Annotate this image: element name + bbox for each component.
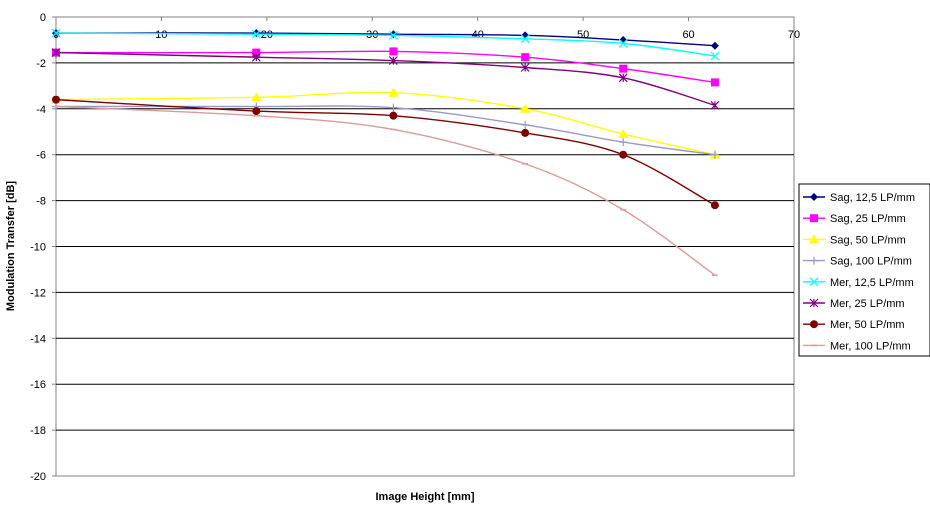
data-point-plus — [619, 138, 628, 147]
series-5 — [51, 48, 720, 110]
legend-label: Mer, 12,5 LP/mm — [830, 277, 914, 289]
y-tick-labels: 0 -2 -4 -6 -8 -10 -12 -14 -16 -18 -20 — [30, 12, 56, 483]
y-tick-label: -2 — [36, 58, 46, 70]
data-point-star — [251, 52, 261, 62]
data-point-square — [389, 47, 398, 56]
data-point-square — [810, 214, 818, 223]
legend-entry: Mer, 12,5 LP/mm — [803, 277, 914, 289]
data-point-triangle — [251, 92, 262, 102]
data-point-x — [710, 51, 720, 61]
y-tick-label: -14 — [30, 333, 46, 345]
x-tick-label: 10 — [155, 29, 167, 41]
data-point-triangle — [809, 234, 819, 244]
data-point-x — [809, 277, 819, 287]
y-tick-label: -20 — [30, 471, 46, 483]
legend-label: Sag, 25 LP/mm — [830, 213, 906, 225]
data-point-square — [710, 78, 719, 87]
series-6 — [52, 95, 719, 210]
series-4 — [51, 28, 720, 61]
data-point-star — [618, 73, 628, 83]
data-point-square — [252, 48, 261, 57]
series-line — [55, 105, 716, 276]
data-point-plus — [389, 103, 398, 112]
y-tick-label: -8 — [36, 196, 46, 208]
data-point-diamond — [710, 41, 719, 50]
data-point-plus — [810, 256, 818, 265]
legend-box — [798, 183, 930, 357]
data-point-circle — [619, 150, 628, 159]
series-7 — [53, 105, 718, 276]
y-tick-label: 0 — [40, 12, 46, 24]
legend-entry: Mer, 50 LP/mm — [803, 319, 905, 331]
data-point-star — [809, 298, 819, 308]
data-point-diamond — [810, 193, 818, 201]
data-point-circle — [810, 320, 818, 329]
data-point-x — [618, 38, 628, 48]
series-3 — [52, 102, 719, 159]
data-point-x — [388, 30, 398, 40]
y-tick-label: -6 — [36, 150, 46, 162]
legend-entry: Sag, 100 LP/mm — [803, 256, 912, 268]
data-point-x — [251, 29, 261, 39]
x-tick-labels: 010203040506070 — [53, 17, 800, 41]
data-point-star — [51, 48, 61, 57]
data-point-triangle — [388, 87, 399, 97]
legend-entry: Sag, 25 LP/mm — [803, 213, 906, 225]
legend-entry: Sag, 50 LP/mm — [803, 234, 906, 246]
y-tick-label: -18 — [30, 425, 46, 437]
data-point-circle — [389, 111, 398, 120]
y-tick-label: -4 — [36, 104, 46, 116]
legend-label: Sag, 12,5 LP/mm — [830, 192, 915, 204]
x-tick-label: 70 — [788, 29, 800, 41]
legend-label: Mer, 50 LP/mm — [830, 319, 905, 331]
grid-lines — [56, 62, 794, 431]
data-point-star — [520, 63, 530, 72]
data-point-star — [388, 56, 398, 66]
data-point-plus — [710, 150, 719, 159]
x-axis-title: Image Height [mm] — [375, 491, 474, 503]
data-point-diamond — [252, 29, 261, 38]
x-tick-label: 20 — [261, 29, 273, 41]
data-point-circle — [521, 128, 530, 137]
legend-label: Sag, 100 LP/mm — [830, 256, 912, 268]
legend-entry: Sag, 12,5 LP/mm — [803, 192, 915, 204]
legend-entry: Mer, 100 LP/mm — [803, 340, 911, 352]
legend-label: Sag, 50 LP/mm — [830, 234, 906, 246]
data-point-x — [520, 34, 530, 44]
series-group — [51, 28, 720, 276]
y-tick-label: -10 — [30, 242, 46, 254]
data-point-diamond — [389, 30, 398, 39]
x-tick-label: 60 — [682, 29, 694, 41]
legend-entry: Mer, 25 LP/mm — [803, 298, 905, 310]
data-point-triangle — [618, 129, 629, 139]
x-tick-label: 50 — [577, 29, 589, 41]
y-tick-label: -16 — [30, 379, 46, 391]
data-point-plus — [521, 120, 530, 129]
data-point-x — [51, 28, 61, 38]
data-point-square — [521, 53, 530, 62]
legend: Sag, 12,5 LP/mm Sag, 25 LP/mm Sag, 50 LP/m… — [798, 183, 930, 357]
data-point-triangle — [520, 103, 531, 113]
data-point-star — [710, 100, 720, 110]
data-point-square — [619, 64, 628, 73]
data-point-circle — [252, 107, 261, 116]
data-point-circle — [710, 201, 719, 210]
y-tick-label: -12 — [30, 287, 46, 299]
data-point-circle — [52, 95, 60, 104]
legend-label: Mer, 25 LP/mm — [830, 298, 905, 310]
y-axis-title: Modulation Transfer [dB] — [5, 181, 17, 312]
legend-label: Mer, 100 LP/mm — [830, 340, 911, 352]
